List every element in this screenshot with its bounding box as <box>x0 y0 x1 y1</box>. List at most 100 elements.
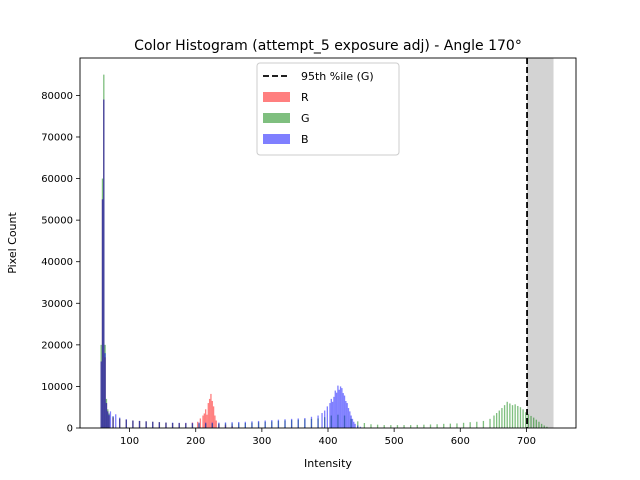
bar-b <box>103 99 105 429</box>
bar-b <box>198 422 200 428</box>
series-b <box>100 99 362 429</box>
bar-r <box>197 421 199 428</box>
bar-b <box>321 413 323 428</box>
y-axis-label: Pixel Count <box>6 212 19 274</box>
bar-g <box>535 419 537 428</box>
bar-b <box>331 401 334 428</box>
bar-b <box>350 415 352 428</box>
y-tick-label: 50000 <box>41 216 73 227</box>
bar-b <box>310 416 313 428</box>
legend-label: G <box>301 112 310 125</box>
bar-g <box>543 425 545 428</box>
bar-b <box>353 421 355 428</box>
bar-g <box>390 425 392 428</box>
bar-b <box>152 421 154 428</box>
bar-r <box>207 403 209 428</box>
bar-b <box>326 406 328 428</box>
bar-r <box>214 415 216 428</box>
bar-g <box>495 413 498 428</box>
bar-b <box>304 418 306 428</box>
x-axis-label: Intensity <box>304 457 352 470</box>
bar-g <box>423 424 425 428</box>
bar-b <box>204 422 207 428</box>
bar-b <box>347 408 350 428</box>
bar-g <box>530 415 532 428</box>
bar-g <box>503 405 506 428</box>
legend-swatch-g <box>263 113 290 123</box>
x-tick-label: 500 <box>385 436 404 447</box>
bar-b <box>346 403 348 428</box>
bar-b <box>342 393 344 428</box>
bar-g <box>489 418 491 428</box>
bar-b <box>354 423 356 428</box>
bar-r <box>202 415 204 428</box>
bar-g <box>517 405 519 428</box>
bar-b <box>244 421 246 428</box>
bar-g <box>476 421 478 428</box>
bar-b <box>224 422 227 428</box>
y-tick-label: 0 <box>67 424 73 435</box>
shaded-region <box>527 58 554 428</box>
y-tick-label: 40000 <box>41 257 73 268</box>
bar-r <box>203 413 205 428</box>
bar-g <box>416 424 418 428</box>
bar-b <box>132 420 134 428</box>
legend-swatch-b <box>263 134 290 144</box>
bar-b <box>171 422 174 428</box>
bar-b <box>317 415 319 428</box>
y-tick-label: 10000 <box>41 382 73 393</box>
bar-r <box>206 414 208 428</box>
bar-g <box>533 417 535 428</box>
bar-r <box>215 420 217 428</box>
bar-g <box>482 420 485 428</box>
bar-g <box>363 423 366 428</box>
y-tick-label: 20000 <box>41 340 73 351</box>
bar-g <box>429 424 432 428</box>
bar-b <box>104 353 106 428</box>
bar-b <box>109 411 112 428</box>
bar-g <box>396 425 399 428</box>
x-tick-label: 200 <box>186 436 205 447</box>
bar-g <box>383 425 385 428</box>
bar-g <box>540 423 543 428</box>
bar-r <box>199 418 202 428</box>
y-tick-label: 60000 <box>41 174 73 185</box>
bar-g <box>501 408 503 428</box>
shaded-region-layer <box>527 58 554 428</box>
legend-label: B <box>301 133 309 146</box>
bar-g <box>456 423 458 428</box>
bar-b <box>290 418 293 428</box>
bar-g <box>357 421 359 428</box>
bar-b <box>297 418 299 428</box>
legend-label: R <box>301 91 309 104</box>
bar-g <box>509 403 511 428</box>
bar-b <box>339 386 342 428</box>
bar-b <box>238 421 240 428</box>
bar-g <box>514 404 516 428</box>
bar-b <box>264 420 266 428</box>
x-tick-label: 400 <box>318 436 337 447</box>
bar-g <box>493 415 495 428</box>
bar-b <box>165 422 167 428</box>
histogram-bars-layer <box>100 74 548 429</box>
bar-g <box>443 423 445 428</box>
bar-b <box>178 422 180 428</box>
x-tick-label: 600 <box>451 436 470 447</box>
bar-b <box>101 199 104 428</box>
bar-g <box>449 423 452 428</box>
bar-b <box>351 418 354 428</box>
bar-g <box>370 424 372 428</box>
bar-b <box>271 420 273 428</box>
bar-g <box>376 424 379 428</box>
bar-b <box>330 398 332 428</box>
bar-b <box>343 395 346 428</box>
bar-g <box>498 410 500 428</box>
bar-g <box>546 426 548 428</box>
x-tick-label: 300 <box>252 436 271 447</box>
chart-title: Color Histogram (attempt_5 exposure adj)… <box>134 38 522 54</box>
bar-r <box>211 400 213 428</box>
y-tick-label: 30000 <box>41 299 73 310</box>
legend-swatch-r <box>263 92 290 102</box>
bar-b <box>115 414 117 428</box>
